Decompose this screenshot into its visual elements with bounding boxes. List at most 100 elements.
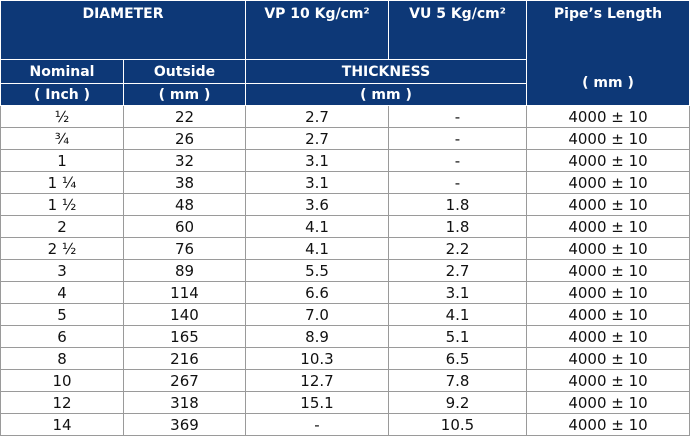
nominal-cell: 5: [0, 303, 124, 326]
outside-cell: 89: [123, 259, 246, 282]
table-body: ½ 22 2.7 - 4000 ± 10 ¾ 26 2.7 - 4000 ± 1…: [0, 105, 690, 436]
outside-cell: 48: [123, 193, 246, 216]
nominal-cell: 3: [0, 259, 124, 282]
vp-thickness-cell: 6.6: [245, 281, 389, 304]
vp-thickness-cell: 4.1: [245, 215, 389, 238]
table-row: 1 ½ 48 3.6 1.8 4000 ± 10: [0, 193, 690, 216]
diameter-header: DIAMETER: [0, 0, 246, 60]
outside-cell: 32: [123, 149, 246, 172]
outside-cell: 26: [123, 127, 246, 150]
table-row: 14 369 - 10.5 4000 ± 10: [0, 413, 690, 436]
nominal-cell: 12: [0, 391, 124, 414]
table-row: 1 ¼ 38 3.1 - 4000 ± 10: [0, 171, 690, 194]
outside-cell: 22: [123, 105, 246, 128]
outside-cell: 216: [123, 347, 246, 370]
nominal-cell: 4: [0, 281, 124, 304]
vu-thickness-cell: 2.7: [388, 259, 527, 282]
table-row: 5 140 7.0 4.1 4000 ± 10: [0, 303, 690, 326]
vp-thickness-cell: 5.5: [245, 259, 389, 282]
length-cell: 4000 ± 10: [526, 237, 690, 260]
vp-thickness-cell: 7.0: [245, 303, 389, 326]
nominal-header: Nominal: [0, 59, 124, 84]
vu-thickness-cell: 10.5: [388, 413, 527, 436]
table-header: DIAMETER VP 10 Kg/cm² VU 5 Kg/cm² Pipe’s…: [0, 0, 690, 106]
length-cell: 4000 ± 10: [526, 303, 690, 326]
vu-thickness-cell: 4.1: [388, 303, 527, 326]
outside-cell: 38: [123, 171, 246, 194]
vu-header: VU 5 Kg/cm²: [388, 0, 527, 60]
pipe-length-header: Pipe’s Length ( mm ): [526, 0, 690, 106]
vp-thickness-cell: 2.7: [245, 127, 389, 150]
nominal-cell: 2 ½: [0, 237, 124, 260]
vu-thickness-cell: 9.2: [388, 391, 527, 414]
nominal-cell: ¾: [0, 127, 124, 150]
table-row: 2 ½ 76 4.1 2.2 4000 ± 10: [0, 237, 690, 260]
vu-thickness-cell: 6.5: [388, 347, 527, 370]
pipe-length-label: Pipe’s Length: [553, 6, 663, 22]
length-cell: 4000 ± 10: [526, 325, 690, 348]
nominal-cell: 14: [0, 413, 124, 436]
nominal-cell: 8: [0, 347, 124, 370]
nominal-cell: 2: [0, 215, 124, 238]
vp-thickness-cell: 3.1: [245, 171, 389, 194]
outside-cell: 140: [123, 303, 246, 326]
vp-thickness-cell: 12.7: [245, 369, 389, 392]
table-row: 3 89 5.5 2.7 4000 ± 10: [0, 259, 690, 282]
outside-header: Outside: [123, 59, 246, 84]
table-row: ¾ 26 2.7 - 4000 ± 10: [0, 127, 690, 150]
nominal-cell: ½: [0, 105, 124, 128]
vp-thickness-cell: -: [245, 413, 389, 436]
length-cell: 4000 ± 10: [526, 215, 690, 238]
nominal-cell: 1 ¼: [0, 171, 124, 194]
vp-header: VP 10 Kg/cm²: [245, 0, 389, 60]
outside-cell: 114: [123, 281, 246, 304]
nominal-cell: 10: [0, 369, 124, 392]
vp-thickness-cell: 8.9: [245, 325, 389, 348]
vu-thickness-cell: 7.8: [388, 369, 527, 392]
table-row: ½ 22 2.7 - 4000 ± 10: [0, 105, 690, 128]
table-row: 12 318 15.1 9.2 4000 ± 10: [0, 391, 690, 414]
outside-cell: 76: [123, 237, 246, 260]
vu-thickness-cell: -: [388, 127, 527, 150]
inch-unit-header: ( Inch ): [0, 83, 124, 106]
vp-thickness-cell: 3.6: [245, 193, 389, 216]
table-row: 8 216 10.3 6.5 4000 ± 10: [0, 347, 690, 370]
length-cell: 4000 ± 10: [526, 105, 690, 128]
length-cell: 4000 ± 10: [526, 149, 690, 172]
table-row: 1 32 3.1 - 4000 ± 10: [0, 149, 690, 172]
table-row: 4 114 6.6 3.1 4000 ± 10: [0, 281, 690, 304]
vu-thickness-cell: 5.1: [388, 325, 527, 348]
vu-thickness-cell: 1.8: [388, 193, 527, 216]
vu-thickness-cell: -: [388, 105, 527, 128]
length-cell: 4000 ± 10: [526, 171, 690, 194]
nominal-cell: 1: [0, 149, 124, 172]
table-row: 10 267 12.7 7.8 4000 ± 10: [0, 369, 690, 392]
outside-cell: 165: [123, 325, 246, 348]
length-cell: 4000 ± 10: [526, 281, 690, 304]
vu-thickness-cell: 2.2: [388, 237, 527, 260]
length-cell: 4000 ± 10: [526, 391, 690, 414]
length-cell: 4000 ± 10: [526, 193, 690, 216]
thickness-unit-header: ( mm ): [245, 83, 527, 106]
pipe-length-unit: ( mm ): [582, 75, 634, 91]
vu-thickness-cell: 3.1: [388, 281, 527, 304]
table-row: 6 165 8.9 5.1 4000 ± 10: [0, 325, 690, 348]
nominal-cell: 1 ½: [0, 193, 124, 216]
length-cell: 4000 ± 10: [526, 369, 690, 392]
vu-thickness-cell: -: [388, 171, 527, 194]
vu-thickness-cell: 1.8: [388, 215, 527, 238]
vp-thickness-cell: 2.7: [245, 105, 389, 128]
outside-cell: 369: [123, 413, 246, 436]
vp-thickness-cell: 15.1: [245, 391, 389, 414]
outside-cell: 318: [123, 391, 246, 414]
outside-cell: 267: [123, 369, 246, 392]
table-row: 2 60 4.1 1.8 4000 ± 10: [0, 215, 690, 238]
nominal-cell: 6: [0, 325, 124, 348]
vu-thickness-cell: -: [388, 149, 527, 172]
length-cell: 4000 ± 10: [526, 259, 690, 282]
thickness-header: THICKNESS: [245, 59, 527, 84]
vp-thickness-cell: 4.1: [245, 237, 389, 260]
outside-cell: 60: [123, 215, 246, 238]
vp-thickness-cell: 10.3: [245, 347, 389, 370]
vp-thickness-cell: 3.1: [245, 149, 389, 172]
